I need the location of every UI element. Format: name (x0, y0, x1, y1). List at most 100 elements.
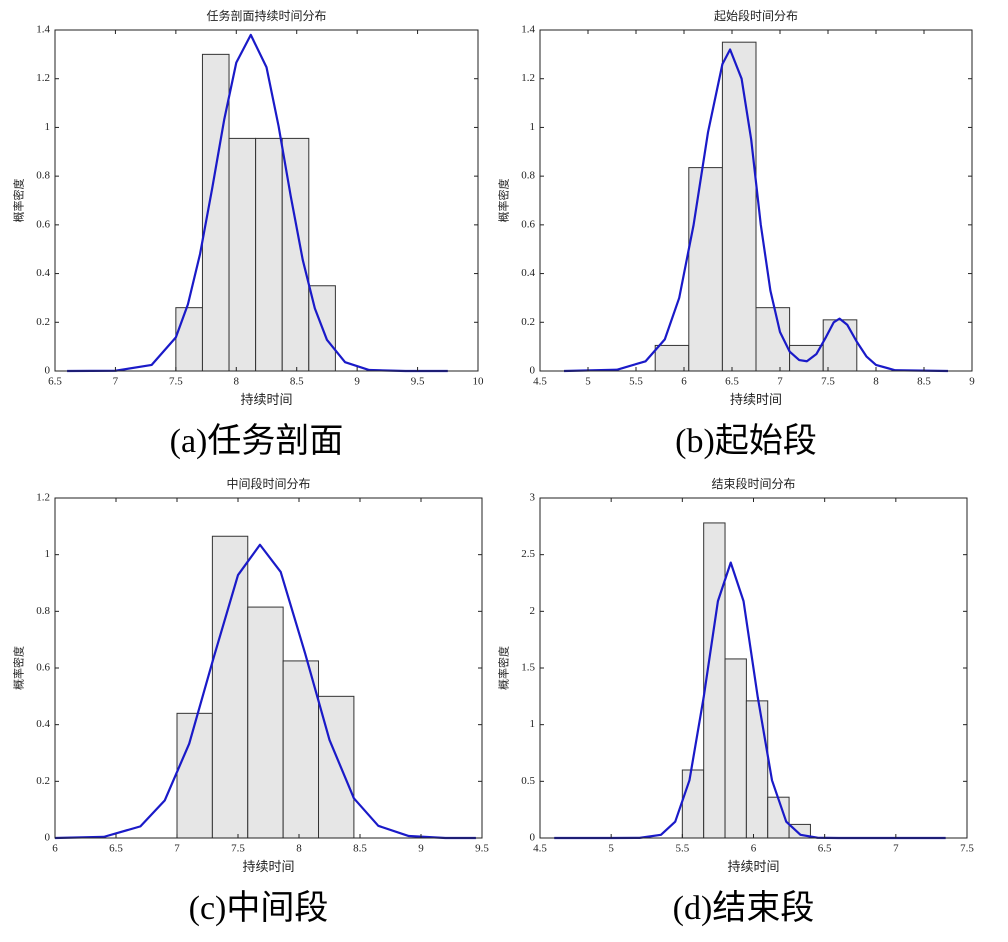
x-tick-label: 5 (585, 376, 591, 388)
y-axis-label: 概率密度 (12, 646, 26, 690)
caption: (c)中间段 (189, 889, 329, 927)
x-tick-label: 7 (777, 376, 783, 388)
y-tick-label: 0.4 (36, 718, 50, 730)
x-tick-label: 9.5 (475, 843, 489, 855)
x-tick-label: 6.5 (725, 376, 739, 388)
y-tick-label: 0 (530, 365, 536, 377)
y-tick-label: 1.2 (521, 72, 535, 84)
y-axis-label: 概率密度 (497, 179, 511, 223)
y-tick-label: 1.5 (521, 662, 535, 674)
x-tick-label: 7 (893, 843, 899, 855)
bar (681, 769, 705, 839)
x-tick-label: 5 (608, 843, 614, 855)
density-curve (563, 48, 949, 373)
y-tick-label: 0.4 (521, 267, 535, 279)
y-tick-label: 0.8 (521, 170, 535, 182)
y-tick-label: 2.5 (521, 548, 535, 560)
x-axis-label: 持续时间 (727, 859, 779, 874)
y-tick-label: 0.2 (521, 316, 535, 328)
caption: (a)任务剖面 (170, 422, 344, 460)
y-tick-label: 1.2 (36, 492, 50, 504)
y-tick-label: 3 (530, 492, 536, 504)
x-tick-label: 8 (873, 376, 879, 388)
x-tick-label: 4.5 (533, 376, 547, 388)
x-tick-label: 7 (113, 376, 119, 388)
axes-box (539, 29, 973, 372)
caption: (b)起始段 (675, 422, 817, 460)
y-tick-label: 0.8 (36, 170, 50, 182)
bar (282, 660, 320, 839)
x-tick-label: 8.5 (353, 843, 367, 855)
caption: (d)结束段 (673, 889, 815, 927)
y-tick-label: 0 (45, 365, 51, 377)
x-tick-label: 9 (354, 376, 360, 388)
x-tick-label: 6.5 (818, 843, 832, 855)
x-tick-label: 5.5 (675, 843, 689, 855)
bar (255, 137, 283, 372)
x-tick-label: 7.5 (169, 376, 183, 388)
x-tick-label: 10 (473, 376, 485, 388)
y-tick-label: 0.6 (521, 218, 535, 230)
y-tick-label: 0.6 (36, 218, 50, 230)
x-axis-label: 持续时间 (240, 392, 292, 407)
x-tick-label: 6 (751, 843, 757, 855)
bar (247, 606, 284, 839)
y-axis-label: 概率密度 (12, 179, 26, 223)
bar (176, 712, 213, 839)
x-tick-label: 5.5 (629, 376, 643, 388)
y-tick-label: 0.6 (36, 662, 50, 674)
chart-title: 任务剖面持续时间分布 (206, 8, 326, 23)
x-tick-label: 9 (969, 376, 975, 388)
x-tick-label: 8 (296, 843, 302, 855)
bar (175, 307, 203, 372)
x-tick-label: 9 (418, 843, 424, 855)
y-tick-label: 1 (45, 121, 51, 133)
x-axis-label: 持续时间 (730, 392, 782, 407)
y-tick-label: 1.4 (36, 24, 50, 36)
bar (822, 319, 858, 372)
x-tick-label: 7.5 (821, 376, 835, 388)
x-tick-label: 7.5 (231, 843, 245, 855)
x-tick-label: 9.5 (411, 376, 425, 388)
density-curve (67, 33, 448, 373)
y-tick-label: 1.4 (521, 24, 535, 36)
y-tick-label: 0 (530, 832, 536, 844)
x-tick-label: 8 (234, 376, 240, 388)
y-tick-label: 0 (45, 832, 51, 844)
x-tick-label: 6 (681, 376, 687, 388)
x-tick-label: 6 (52, 843, 58, 855)
axes-box (54, 29, 479, 372)
x-tick-label: 7 (174, 843, 180, 855)
bar (201, 53, 230, 372)
x-axis-label: 持续时间 (242, 859, 294, 874)
x-tick-label: 6.5 (48, 376, 62, 388)
x-tick-label: 8.5 (290, 376, 304, 388)
y-tick-label: 1 (530, 121, 536, 133)
density-curve (54, 543, 476, 840)
bar (211, 535, 249, 839)
y-tick-label: 0.2 (36, 775, 50, 787)
bar (688, 167, 723, 372)
chart-title: 中间段时间分布 (226, 476, 310, 491)
x-tick-label: 4.5 (533, 843, 547, 855)
bar (721, 41, 757, 372)
bar (724, 658, 747, 839)
y-tick-label: 1 (530, 718, 536, 730)
y-tick-label: 0.4 (36, 267, 50, 279)
y-tick-label: 1.2 (36, 72, 50, 84)
y-tick-label: 0.5 (521, 775, 535, 787)
x-tick-label: 7.5 (960, 843, 974, 855)
y-axis-label: 概率密度 (497, 646, 511, 690)
x-tick-label: 8.5 (917, 376, 931, 388)
chart-title: 起始段时间分布 (714, 8, 798, 23)
bar (745, 700, 769, 839)
y-tick-label: 2 (530, 605, 536, 617)
y-tick-label: 1 (45, 548, 51, 560)
y-tick-label: 0.8 (36, 605, 50, 617)
bar (228, 137, 257, 372)
chart-title: 结束段时间分布 (711, 476, 795, 491)
bar (654, 344, 690, 372)
x-tick-label: 6.5 (109, 843, 123, 855)
y-tick-label: 0.2 (36, 316, 50, 328)
